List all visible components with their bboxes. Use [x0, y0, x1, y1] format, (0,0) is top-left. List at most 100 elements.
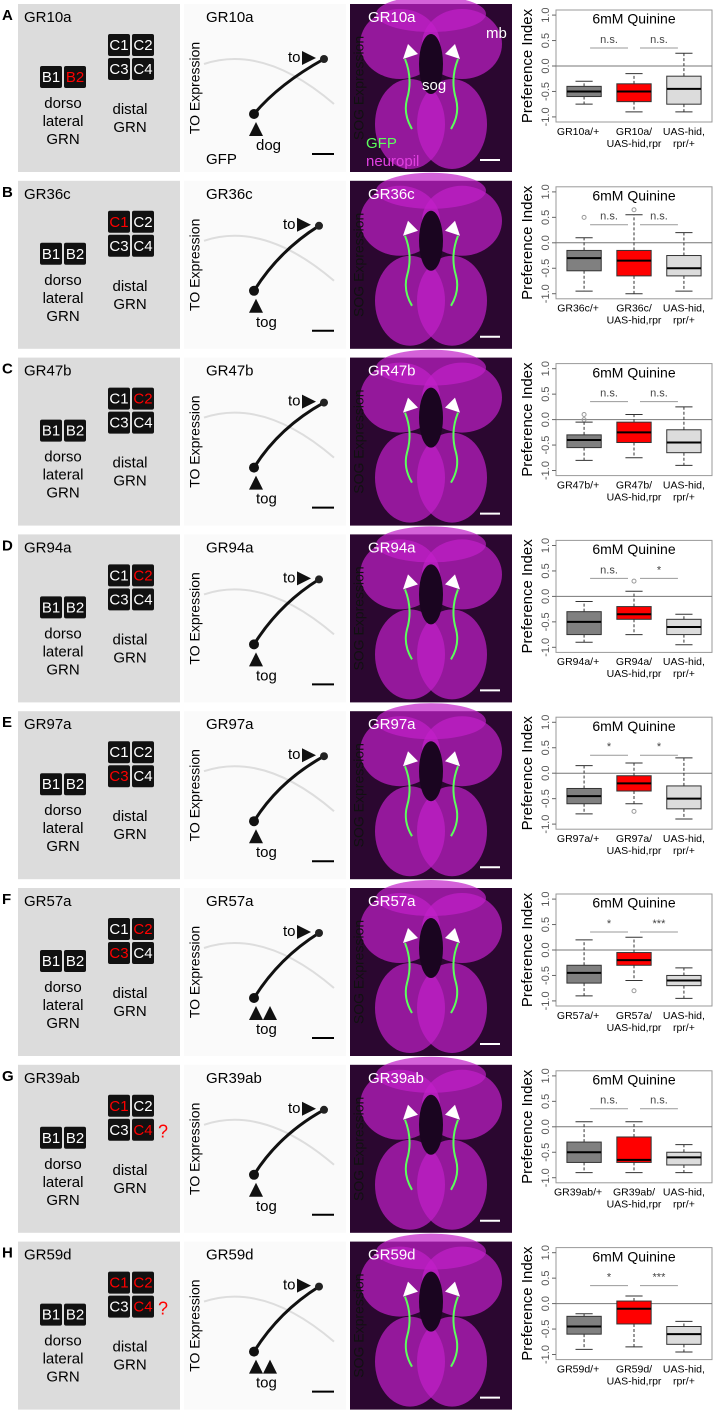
box	[616, 606, 652, 620]
arrowhead	[445, 1281, 460, 1297]
tog-label: tog	[256, 1021, 277, 1038]
cell-box	[40, 950, 62, 972]
gene-label: GR94a	[368, 539, 416, 556]
x-tick-label: rpr/+	[673, 1022, 695, 1034]
y-tick-label: 1.0	[540, 1068, 552, 1083]
distal-label: distal	[112, 985, 147, 1002]
box	[566, 964, 602, 984]
neuron	[252, 57, 325, 115]
arrowhead	[263, 1359, 277, 1374]
x-tick-label: rpr/+	[673, 1199, 695, 1211]
arrowhead	[445, 1104, 460, 1120]
cell-box	[108, 765, 130, 788]
distal-label: GRN	[113, 119, 146, 136]
arrowhead	[249, 1359, 263, 1374]
outlier	[581, 214, 587, 220]
gfp-label: GFP	[366, 135, 397, 152]
box	[666, 1151, 702, 1166]
y-tick-label: -0.5	[540, 612, 552, 631]
neuropil	[376, 526, 486, 563]
distal-label: GRN	[113, 649, 146, 666]
dark-center	[419, 1271, 443, 1332]
y-tick-label: -1.0	[540, 461, 552, 480]
gfp-axon	[450, 1296, 459, 1368]
dorso-label: lateral	[43, 1174, 84, 1191]
outlier	[631, 808, 637, 814]
cell-box	[108, 210, 130, 233]
dark-center	[419, 387, 443, 448]
dorso-label: lateral	[43, 113, 84, 130]
outlier	[631, 988, 637, 994]
significance-label: ***	[653, 1272, 667, 1284]
gfp-axon	[450, 1119, 459, 1191]
x-tick-label: UAS-hid,	[663, 656, 705, 668]
y-tick-label: 0.5	[540, 33, 552, 48]
x-tick-label: UAS-hid,	[663, 303, 705, 315]
neuron-soma	[320, 1105, 328, 1114]
neuron	[252, 931, 320, 999]
dark-center	[419, 210, 443, 271]
neuron-soma	[249, 285, 259, 296]
gfp-axon	[404, 942, 413, 1014]
x-tick-label: rpr/+	[673, 1375, 695, 1387]
x-tick-label: GR36c/	[616, 303, 652, 315]
gfp-label: GFP	[206, 151, 237, 168]
neuron-soma	[320, 752, 328, 761]
cell-box	[64, 596, 86, 619]
dorso-label: dorso	[44, 802, 82, 819]
cell-label: C4	[133, 61, 152, 78]
cell-box	[40, 773, 62, 796]
cell-label: C4	[133, 945, 152, 962]
arrowhead	[403, 574, 418, 590]
box	[616, 249, 652, 277]
y-tick-label: 0.0	[540, 766, 552, 781]
y-tick-label: 1.0	[540, 7, 552, 22]
y-tick-label: -0.5	[540, 789, 552, 808]
neuron-soma	[320, 55, 328, 63]
gene-label: GR47b	[206, 363, 254, 380]
arrowhead	[249, 298, 263, 313]
cell-box	[40, 1303, 62, 1326]
dorso-label: lateral	[43, 1351, 84, 1368]
cell-box	[132, 387, 154, 410]
to-image	[184, 357, 346, 526]
y-tick-label: 0.5	[540, 563, 552, 578]
to-label: to	[283, 1277, 296, 1294]
x-tick-label: UAS-hid,	[663, 1187, 705, 1199]
axis-label: SOG Expression	[351, 389, 367, 493]
significance-label: n.s.	[600, 388, 618, 400]
tog-label: tog	[256, 667, 277, 684]
gene-label: GR57a	[368, 893, 416, 910]
chart-title: 6mM Quinine	[592, 718, 675, 734]
gene-label: GR94a	[206, 539, 254, 556]
tissue-outline	[203, 1295, 335, 1343]
cell-label: B1	[42, 1307, 60, 1324]
y-tick-label: -0.5	[540, 82, 552, 101]
question-mark: ?	[158, 1122, 168, 1142]
y-tick-label: 0.0	[540, 589, 552, 604]
y-tick-label: 0.0	[540, 942, 552, 957]
x-tick-label: GR47b/	[616, 479, 652, 491]
y-axis-label: Preference Index	[519, 8, 536, 123]
cell-label: C3	[109, 1122, 128, 1139]
chart-title: 6mM Quinine	[592, 895, 675, 911]
cell-label: C2	[133, 921, 152, 938]
dorso-label: GRN	[46, 485, 79, 502]
significance-label: *	[657, 741, 662, 753]
arrowhead	[403, 751, 418, 767]
cell-box	[132, 588, 154, 611]
arrowhead	[249, 829, 263, 844]
x-tick-label: GR97a/	[616, 833, 652, 845]
significance-label: n.s.	[650, 388, 668, 400]
tissue-outline	[203, 411, 335, 459]
arrowhead	[403, 220, 418, 236]
box	[616, 952, 652, 966]
cell-label: C3	[109, 768, 128, 785]
distal-label: distal	[112, 1339, 147, 1356]
cell-label: C3	[109, 415, 128, 432]
box	[616, 1300, 652, 1325]
y-tick-label: 0.5	[540, 740, 552, 755]
x-tick-label: GR39ab/	[613, 1187, 655, 1199]
y-tick-label: -1.0	[540, 107, 552, 126]
cell-box	[132, 1094, 154, 1117]
